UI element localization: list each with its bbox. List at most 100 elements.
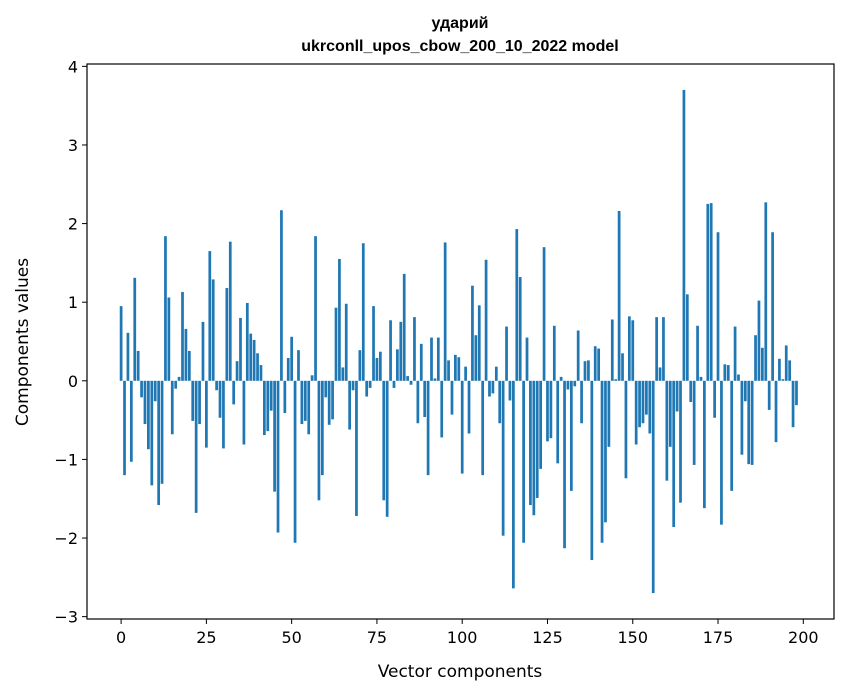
bar <box>491 380 495 394</box>
y-tick-label: −1 <box>54 450 78 469</box>
bar <box>525 337 529 381</box>
bar <box>450 380 454 415</box>
bar <box>720 380 723 525</box>
bar <box>668 380 672 447</box>
bar <box>174 380 178 389</box>
bar <box>327 380 331 425</box>
bar <box>494 366 498 381</box>
bar <box>645 380 648 415</box>
y-tick-label: 4 <box>68 57 78 76</box>
bar <box>569 380 573 491</box>
bar <box>266 380 270 432</box>
bar <box>310 375 314 381</box>
bar <box>215 380 218 391</box>
bar <box>187 350 191 381</box>
bar <box>409 380 413 385</box>
x-tick-label: 0 <box>116 628 126 647</box>
bar <box>283 380 287 414</box>
x-tick-label: 25 <box>196 628 216 647</box>
plot-frame <box>86 63 835 620</box>
bar <box>696 325 699 381</box>
bar <box>505 326 508 381</box>
bar <box>252 339 256 381</box>
bar <box>259 365 263 381</box>
bar <box>597 348 601 381</box>
bar <box>774 380 778 443</box>
bar <box>709 203 713 381</box>
x-tick-label: 200 <box>788 628 819 647</box>
bar <box>716 232 720 381</box>
y-tick-label: −2 <box>54 529 78 548</box>
bar <box>123 380 126 476</box>
bar <box>795 380 798 406</box>
bar <box>641 380 645 424</box>
bar <box>181 291 184 381</box>
bar <box>460 380 464 474</box>
bar <box>706 203 710 381</box>
bar <box>648 380 652 434</box>
bar <box>225 288 229 381</box>
bar <box>133 277 137 381</box>
bar <box>406 376 409 381</box>
bar <box>484 259 488 381</box>
bar <box>426 380 430 476</box>
bar <box>713 380 716 418</box>
bar <box>129 380 133 462</box>
bar <box>150 380 154 486</box>
bar <box>566 380 570 390</box>
bar <box>126 332 130 381</box>
bar <box>518 277 522 381</box>
bar <box>331 380 334 420</box>
bar <box>157 380 160 506</box>
bar <box>164 236 167 381</box>
x-tick-label: 125 <box>532 628 563 647</box>
bar <box>443 242 447 381</box>
bar <box>621 353 624 381</box>
bar <box>658 367 662 381</box>
bar <box>556 380 560 464</box>
bar <box>201 321 205 381</box>
bar <box>614 379 618 381</box>
bar <box>218 380 222 418</box>
bar <box>546 380 549 442</box>
x-tick-label: 100 <box>447 628 478 647</box>
x-tick-label: 175 <box>703 628 734 647</box>
bar <box>767 380 771 410</box>
bar <box>515 229 519 381</box>
bar <box>361 243 365 381</box>
bar <box>477 305 481 381</box>
bar <box>307 380 311 435</box>
bar <box>191 380 195 421</box>
bar <box>737 374 740 381</box>
bar <box>740 380 744 455</box>
bar <box>228 241 232 381</box>
x-tick-label: 150 <box>617 628 648 647</box>
y-tick-label: 3 <box>68 136 78 155</box>
bar <box>334 307 338 381</box>
bar <box>583 361 587 381</box>
y-axis-label: Components values <box>13 258 33 426</box>
x-axis: 0 25 50 75 100 125 150 175 200 <box>116 619 819 647</box>
bar <box>457 357 461 381</box>
bar <box>539 380 543 469</box>
bar <box>372 306 375 381</box>
bar <box>532 380 536 516</box>
bar <box>512 380 515 589</box>
bar <box>177 376 181 381</box>
bar <box>208 251 212 381</box>
bar <box>498 380 502 424</box>
bar <box>198 380 201 425</box>
bar <box>726 365 730 381</box>
bar <box>341 367 345 381</box>
bar <box>300 380 304 425</box>
bar <box>317 380 321 501</box>
bar <box>293 380 297 543</box>
bar <box>153 380 157 402</box>
bar <box>273 380 276 492</box>
bar <box>610 319 614 381</box>
y-tick-label: 0 <box>68 372 78 391</box>
bar <box>593 346 597 381</box>
bar <box>488 380 491 397</box>
bar <box>368 380 372 388</box>
